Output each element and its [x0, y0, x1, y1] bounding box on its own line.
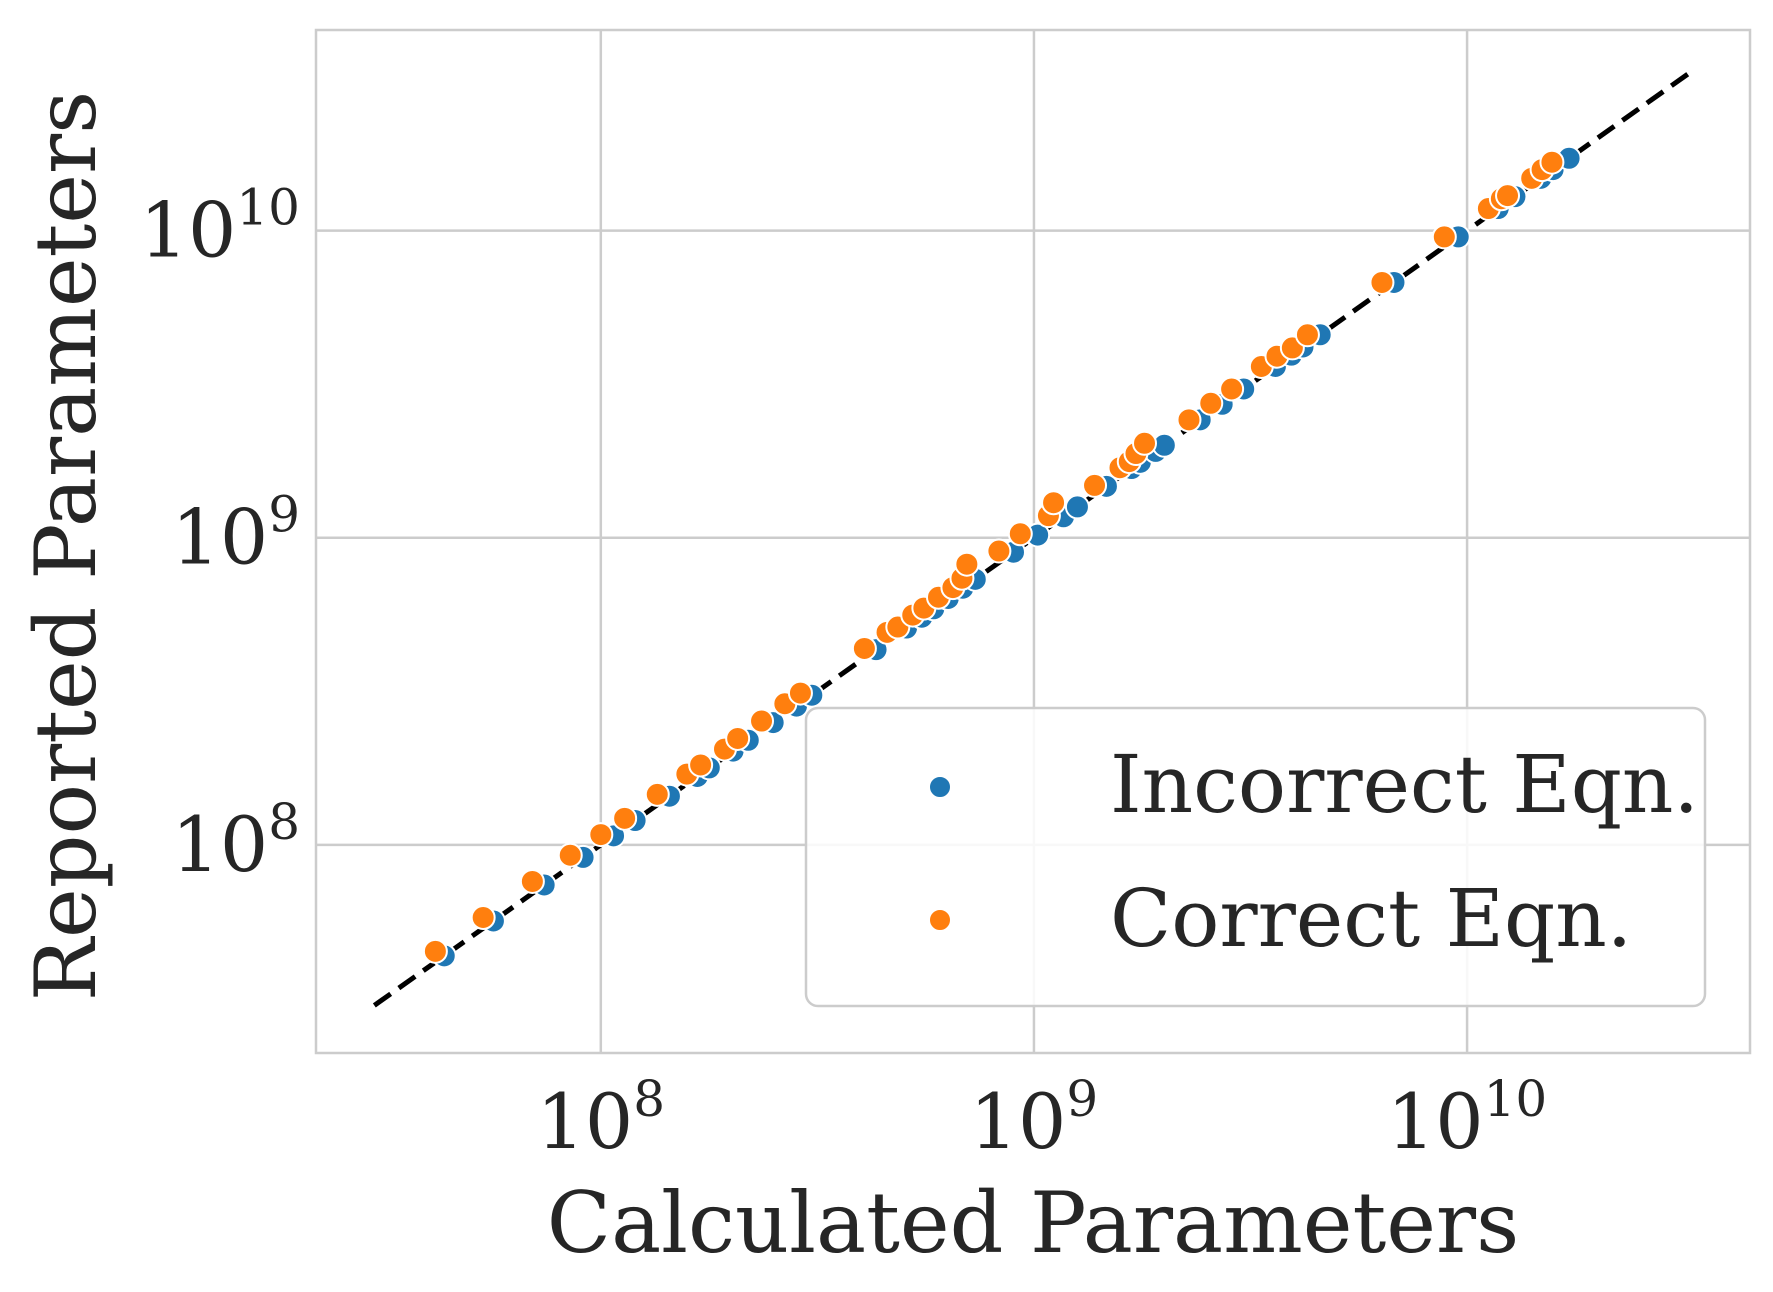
data-point-s1-2: [519, 868, 545, 894]
data-point-s0-24: [1064, 494, 1090, 520]
data-point-s1-6: [644, 781, 670, 807]
x-tick-label-2: 1010: [1387, 1070, 1547, 1166]
data-point-s1-3: [557, 842, 583, 868]
data-point-s1-27: [1082, 472, 1108, 498]
data-point-s1-39: [1369, 269, 1395, 295]
data-point-s1-4: [588, 822, 614, 848]
data-point-s1-31: [1132, 430, 1158, 456]
data-point-s1-43: [1495, 183, 1521, 209]
data-point-s1-14: [851, 635, 877, 661]
y-tick-label-1: 109: [171, 486, 300, 582]
data-point-s1-33: [1198, 390, 1224, 416]
legend: Incorrect Eqn. Correct Eqn.: [804, 706, 1707, 1008]
data-point-s1-5: [612, 805, 638, 831]
data-point-s1-24: [1007, 521, 1033, 547]
legend-marker-incorrect: [928, 775, 952, 799]
data-point-s1-34: [1219, 376, 1245, 402]
x-axis-title: Calculated Parameters: [547, 1174, 1519, 1272]
series-1: [422, 149, 1565, 964]
legend-label-incorrect: Incorrect Eqn.: [1110, 738, 1699, 831]
data-point-s1-26: [1041, 490, 1067, 516]
x-tick-label-0: 108: [537, 1070, 666, 1166]
data-point-s1-46: [1539, 149, 1565, 175]
y-tick-labels: 108 109 1010: [140, 179, 300, 889]
data-point-s1-1: [470, 904, 496, 930]
data-point-s1-22: [954, 551, 980, 577]
y-tick-label-2: 1010: [140, 179, 300, 275]
data-point-s1-40: [1431, 224, 1457, 250]
y-axis-title: Reported Parameters: [17, 91, 115, 1002]
x-tick-labels: 108 109 1010: [537, 1070, 1548, 1166]
legend-box: [804, 706, 1707, 1008]
x-tick-label-1: 109: [970, 1070, 1099, 1166]
data-point-s1-11: [749, 708, 775, 734]
data-point-s1-23: [986, 538, 1012, 564]
y-tick-label-0: 108: [171, 793, 300, 889]
data-point-s1-0: [422, 938, 448, 964]
data-point-s1-32: [1176, 407, 1202, 433]
legend-label-correct: Correct Eqn.: [1110, 872, 1632, 965]
data-point-s1-13: [787, 680, 813, 706]
data-point-s1-10: [725, 725, 751, 751]
data-point-s1-8: [688, 752, 714, 778]
data-point-s1-38: [1294, 322, 1320, 348]
legend-marker-correct: [928, 908, 952, 932]
plot-frame: [314, 28, 1752, 1055]
points-layer: [422, 145, 1582, 969]
